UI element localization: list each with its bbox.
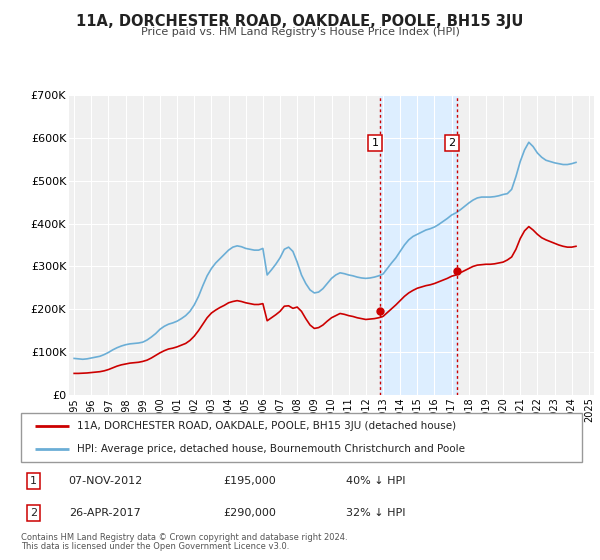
Text: Price paid vs. HM Land Registry's House Price Index (HPI): Price paid vs. HM Land Registry's House … bbox=[140, 27, 460, 37]
Text: 26-APR-2017: 26-APR-2017 bbox=[68, 508, 140, 518]
Text: 11A, DORCHESTER ROAD, OAKDALE, POOLE, BH15 3JU: 11A, DORCHESTER ROAD, OAKDALE, POOLE, BH… bbox=[76, 14, 524, 29]
Text: HPI: Average price, detached house, Bournemouth Christchurch and Poole: HPI: Average price, detached house, Bour… bbox=[77, 444, 465, 454]
Text: 40% ↓ HPI: 40% ↓ HPI bbox=[346, 476, 406, 486]
Text: 32% ↓ HPI: 32% ↓ HPI bbox=[346, 508, 406, 518]
Text: 2: 2 bbox=[448, 138, 455, 148]
Text: 11A, DORCHESTER ROAD, OAKDALE, POOLE, BH15 3JU (detached house): 11A, DORCHESTER ROAD, OAKDALE, POOLE, BH… bbox=[77, 421, 456, 431]
Text: Contains HM Land Registry data © Crown copyright and database right 2024.: Contains HM Land Registry data © Crown c… bbox=[21, 533, 347, 542]
Text: 1: 1 bbox=[30, 476, 37, 486]
Text: This data is licensed under the Open Government Licence v3.0.: This data is licensed under the Open Gov… bbox=[21, 542, 289, 551]
Text: 1: 1 bbox=[372, 138, 379, 148]
Text: 07-NOV-2012: 07-NOV-2012 bbox=[68, 476, 143, 486]
Text: 2: 2 bbox=[30, 508, 37, 518]
Text: £195,000: £195,000 bbox=[223, 476, 276, 486]
Text: £290,000: £290,000 bbox=[223, 508, 276, 518]
Bar bbox=[380, 95, 457, 395]
